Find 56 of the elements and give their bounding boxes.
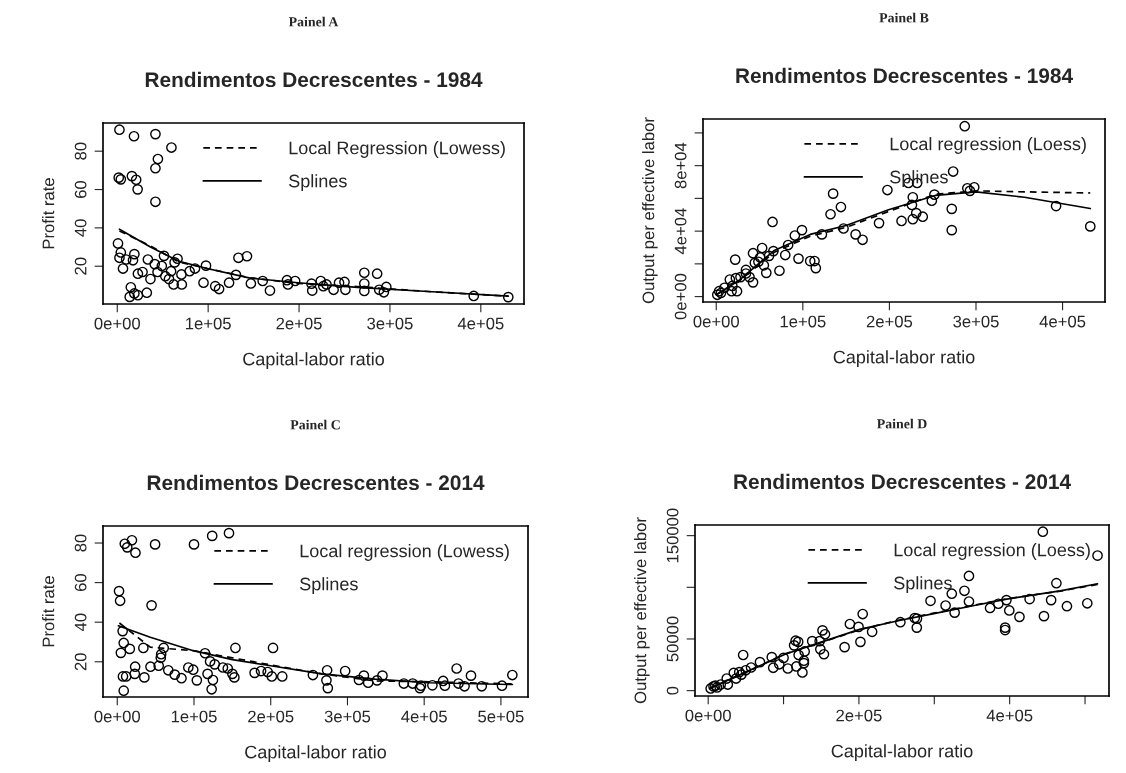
x-tick-label: 2e+05 <box>276 317 322 330</box>
x-tick-label: 4e+05 <box>986 709 1033 722</box>
legend-label: Splines <box>890 170 948 187</box>
y-tick-label: 4e+04 <box>674 208 687 255</box>
y-tick-label: 8e+04 <box>674 142 687 189</box>
x-tick-label: 2e+05 <box>248 710 294 723</box>
x-tick-label: 1e+05 <box>780 315 826 328</box>
text: Painel B <box>879 12 929 23</box>
legend-label: Local regression (Loess) <box>894 543 1090 560</box>
y-tick-label: 20 <box>74 653 87 671</box>
x-tick-label: 1e+05 <box>186 317 231 330</box>
y-tick-label: 80 <box>74 534 87 552</box>
x-tick-label: 5e+05 <box>478 710 524 723</box>
text: Painel A <box>288 16 339 27</box>
y-tick-label: 20 <box>74 257 87 275</box>
y-tick-label: 0 <box>666 686 679 695</box>
legend-label: Local regression (Loess) <box>890 137 1086 154</box>
x-tick-label: 1e+05 <box>171 710 217 723</box>
x-tick-label: 4e+05 <box>401 710 447 723</box>
x-tick-label: 2e+05 <box>836 709 882 722</box>
x-tick-label: 0e+00 <box>94 710 141 723</box>
chart-title: Rendimentos Decrescentes - 2014 <box>734 473 1071 490</box>
y-tick-label: 150000 <box>666 508 679 563</box>
chart-title: Rendimentos Decrescentes - 2014 <box>147 474 485 491</box>
legend-label: Local Regression (Lowess) <box>289 141 505 158</box>
x-tick-label: 2e+05 <box>866 315 913 328</box>
y-tick-label: 60 <box>74 573 87 592</box>
legend-label: Local regression (Lowess) <box>300 544 509 561</box>
y-axis-title: Output per effective labor <box>634 517 650 704</box>
x-tick-label: 4e+05 <box>1039 315 1086 328</box>
x-tick-label: 3e+05 <box>367 317 413 330</box>
x-axis-title: Capital-labor ratio <box>831 744 973 762</box>
legend-label: Splines <box>894 576 952 593</box>
y-tick-label: 50000 <box>666 616 679 662</box>
x-tick-label: 0e+00 <box>685 709 731 722</box>
x-tick-label: 4e+05 <box>457 317 504 330</box>
x-tick-label: 0e+00 <box>94 317 141 330</box>
y-tick-label: 80 <box>74 142 87 160</box>
x-tick-label: 3e+05 <box>324 710 371 723</box>
x-axis-title: Capital-labor ratio <box>245 745 386 763</box>
x-axis-title: Capital-labor ratio <box>833 350 975 368</box>
y-tick-label: 40 <box>74 613 87 632</box>
text: Painel C <box>290 419 340 430</box>
y-axis-title: Profit rate <box>42 178 55 249</box>
y-tick-label: 40 <box>74 219 87 237</box>
text: Painel D <box>876 418 927 429</box>
chart-title: Rendimentos Decrescentes - 1984 <box>736 67 1073 84</box>
x-axis-title: Capital-labor ratio <box>243 352 384 370</box>
y-axis-title: Output per effective labor <box>642 117 658 304</box>
x-tick-label: 0e+00 <box>693 315 739 328</box>
legend-label: Splines <box>300 577 358 594</box>
legend-label: Splines <box>289 174 347 191</box>
chart-title: Rendimentos Decrescentes - 1984 <box>145 71 483 88</box>
x-tick-label: 3e+05 <box>953 315 999 328</box>
y-tick-label: 60 <box>74 180 87 198</box>
y-axis-title: Profit rate <box>42 576 55 647</box>
